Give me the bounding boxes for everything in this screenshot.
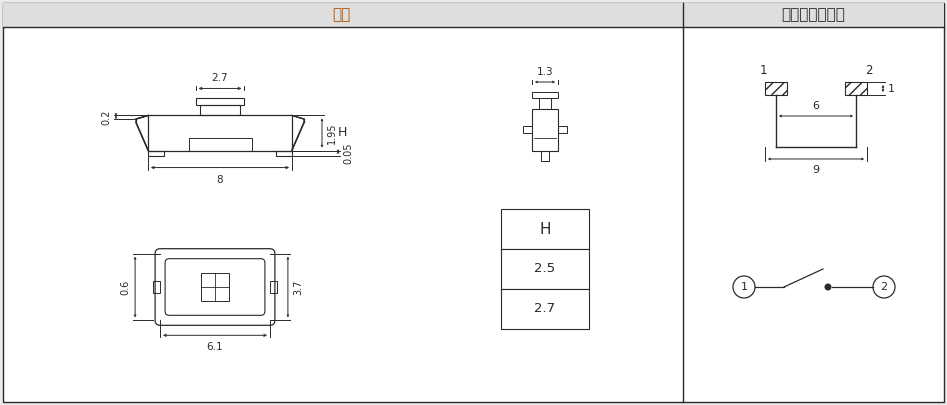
Text: 2: 2 [866,64,873,77]
Text: 0.05: 0.05 [343,142,353,164]
Text: 尺寸: 尺寸 [332,8,350,23]
Bar [541,151,549,161]
Text: 2.7: 2.7 [534,303,556,315]
Text: 6: 6 [813,101,819,111]
Text: 3.7: 3.7 [293,279,303,295]
Bar [532,92,558,98]
Bar [148,151,164,156]
Text: 9: 9 [813,165,819,175]
Circle shape [733,276,755,298]
Bar [765,82,787,95]
Bar [270,281,277,293]
Bar [3,3,683,27]
Text: 1.95: 1.95 [327,122,337,144]
Bar [201,273,229,301]
Bar [845,82,867,95]
Text: 6.1: 6.1 [206,342,223,352]
Text: 1: 1 [759,64,767,77]
Bar [539,98,551,109]
Bar [148,115,292,151]
Bar [558,126,567,133]
Text: 0.6: 0.6 [120,279,130,294]
Text: 0.2: 0.2 [101,110,111,125]
Text: 2.5: 2.5 [534,262,556,275]
Text: 1.3: 1.3 [537,67,553,77]
Text: 2: 2 [881,282,887,292]
Bar [501,209,589,249]
Bar [501,249,589,289]
Text: H: H [338,126,348,139]
Bar [276,151,292,156]
Circle shape [825,284,831,290]
Text: 2.7: 2.7 [212,73,228,83]
Bar [501,289,589,329]
Text: 安装图及电路图: 安装图及电路图 [781,8,846,23]
Bar [196,98,244,105]
Text: H: H [539,222,551,237]
Bar [523,126,532,133]
Bar [532,109,558,151]
Circle shape [873,276,895,298]
Text: 8: 8 [217,175,223,185]
Bar [153,281,160,293]
Text: 1: 1 [741,282,747,292]
Bar [200,105,240,115]
Text: 1: 1 [888,83,895,94]
Bar [683,3,944,27]
